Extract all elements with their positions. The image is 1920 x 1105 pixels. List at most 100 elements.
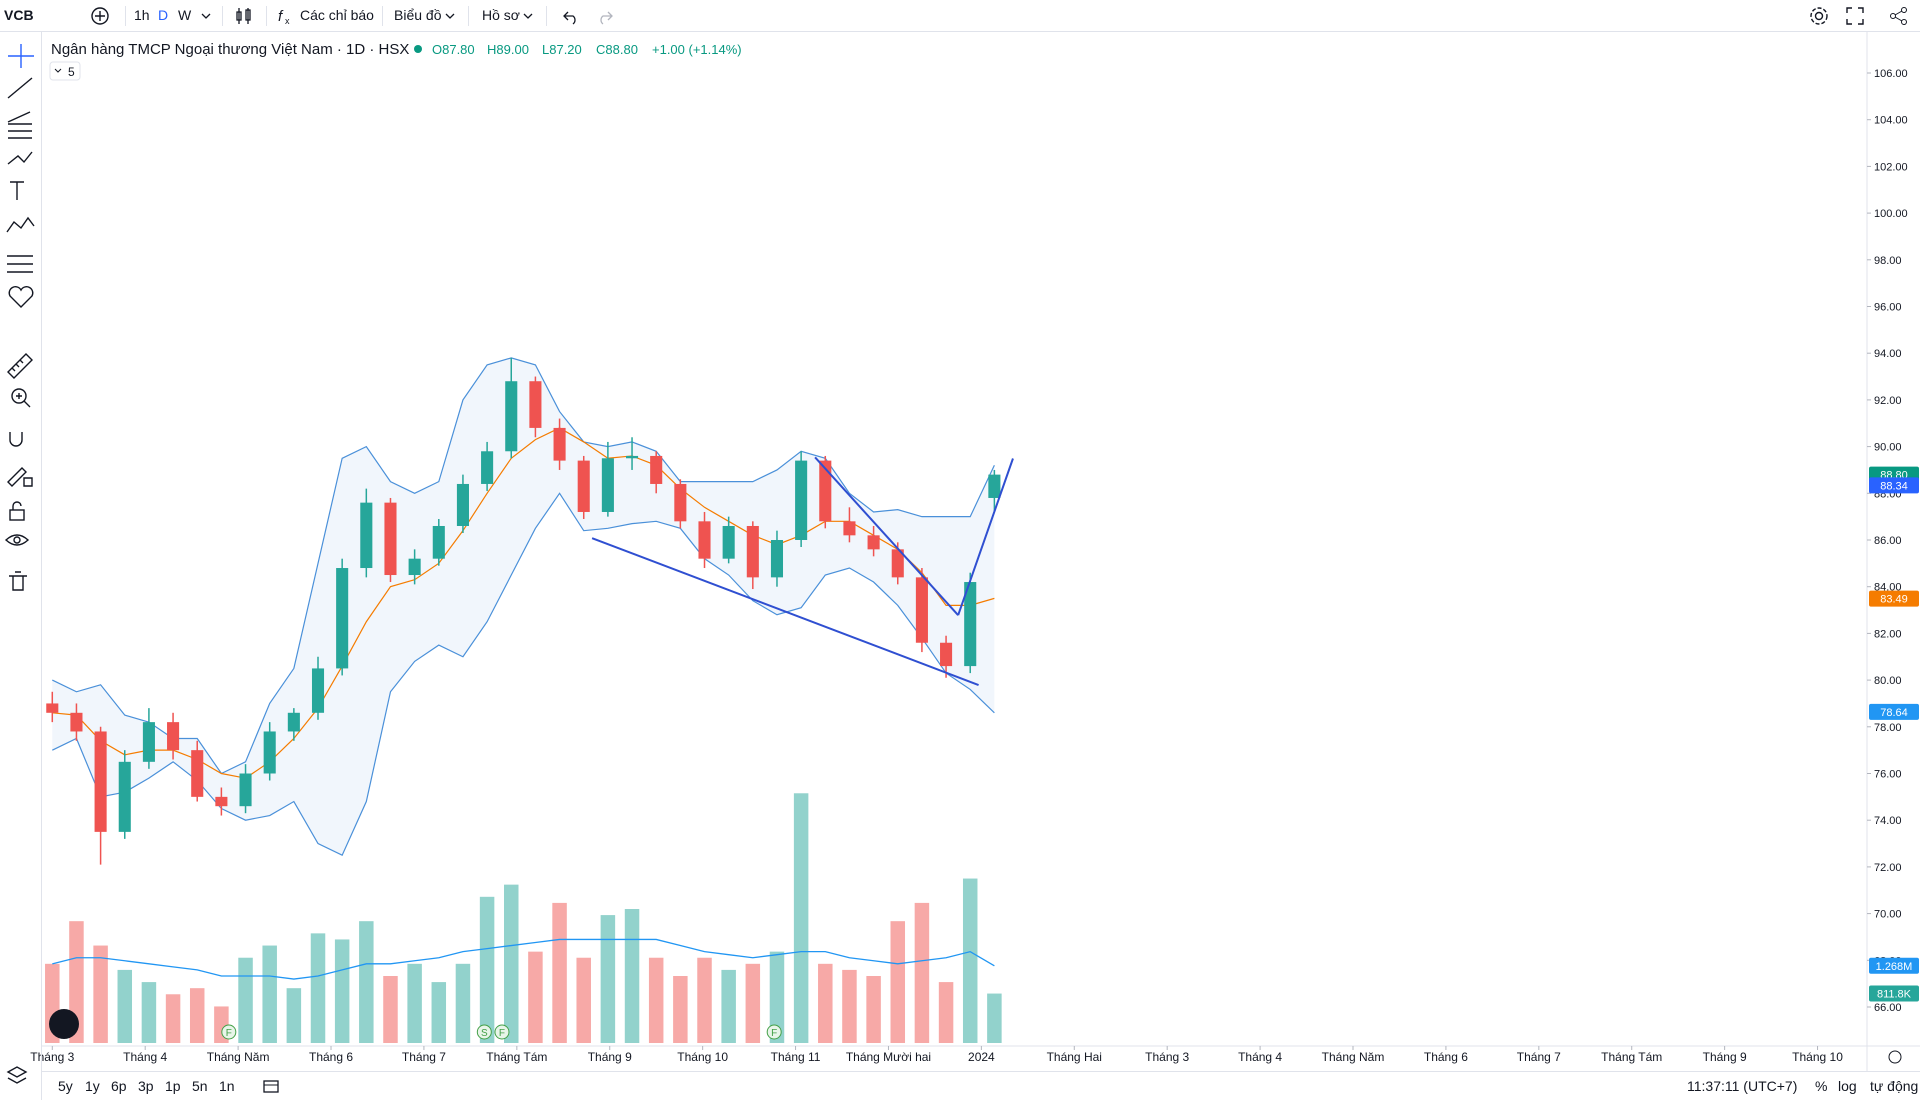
volume-bar [866,976,881,1043]
volume-bar [407,963,422,1043]
bollinger-fill [52,357,995,856]
prediction-tool[interactable] [7,255,33,273]
x-tick-label: Tháng 7 [1517,1050,1561,1064]
candle-body [867,535,880,550]
trendline-tool[interactable] [7,77,33,99]
axis-settings[interactable] [1888,1050,1902,1064]
candle-body [215,796,228,807]
pattern-tool[interactable] [6,216,35,233]
interval[interactable]: 1h [134,7,150,23]
event-label: F [226,1028,232,1039]
chevron[interactable] [200,10,212,22]
crosshair-tool[interactable] [8,44,34,68]
y-tick-label: 90.00 [1874,442,1902,454]
text-tool[interactable] [10,181,24,200]
range-button[interactable]: 1y [85,1078,100,1094]
volume-bar [914,902,930,1043]
y-tick-label: 78.00 [1874,722,1902,734]
undo-icon[interactable] [562,7,580,25]
volume-bar [93,945,108,1043]
favorites-tool[interactable] [8,286,34,308]
chart-menu[interactable]: Biểu đồ [394,7,442,23]
add-symbol-icon[interactable] [90,6,110,26]
percent-toggle[interactable]: % [1815,1078,1828,1094]
lock-tool[interactable] [12,501,22,510]
redo-icon[interactable] [596,7,614,25]
x-tick-label: Tháng 9 [588,1050,632,1064]
interval[interactable]: W [178,7,192,23]
indicators-button[interactable]: Các chỉ báo [300,7,374,23]
volume-bar [455,963,471,1043]
volume-bar [890,921,906,1043]
object-tree[interactable] [6,1066,28,1084]
hide-tool[interactable] [4,534,30,546]
range-button[interactable]: 6p [111,1078,127,1094]
symbol[interactable]: VCB [4,7,34,23]
price-marker-label: 83.49 [1880,594,1908,606]
candle-body [674,483,687,522]
range-button[interactable]: 1n [219,1078,235,1094]
candle-body [529,381,542,428]
candle-body [311,668,325,713]
date-range-icon[interactable] [262,1078,280,1094]
ruler-tool[interactable] [7,353,33,379]
interval[interactable]: D [158,7,169,23]
y-tick-label: 92.00 [1874,395,1902,407]
candle-body [891,549,904,578]
log-toggle[interactable]: log [1838,1078,1857,1094]
candle-body [698,521,711,559]
volume-bar [238,957,253,1043]
volume-bar [552,902,567,1043]
x-tick-label: Tháng 11 [771,1050,821,1064]
volume-bar [359,921,374,1043]
candle-body [577,460,590,512]
x-tick-label: Tháng Hai [1047,1050,1102,1064]
candle-body [819,460,832,522]
delete-tool[interactable] [9,571,27,591]
range-button[interactable]: 5n [192,1078,208,1094]
chart-type-icon[interactable] [234,5,254,27]
brush-tool[interactable] [7,151,33,165]
candle-body [964,582,977,667]
volume-bar [769,951,785,1043]
candle-body [432,525,445,559]
price-marker [1869,985,1919,1002]
drawing-toolbar [0,32,42,1100]
x-tick-label: Tháng Mười hai [846,1050,931,1064]
magnet-tool[interactable] [9,432,23,447]
x-tick-label: Tháng 7 [402,1050,446,1064]
fullscreen-icon[interactable] [1845,6,1865,26]
zoom-tool[interactable] [16,393,31,408]
settings-icon[interactable] [1808,5,1830,27]
chevron[interactable] [444,10,456,22]
legend-ohlc: O87.80 [432,42,475,57]
share-icon[interactable] [1888,5,1910,27]
auto-toggle[interactable]: tự động [1870,1078,1919,1094]
legend-ohlc: C88.80 [596,42,638,57]
price-marker [1869,957,1919,974]
range-button[interactable]: 5y [58,1078,73,1094]
range-button[interactable]: 1p [165,1078,181,1094]
fib-tool[interactable] [7,111,32,139]
price-marker-label: 1.268M [1876,961,1913,973]
volume-bar [721,969,736,1043]
status-dot [414,45,422,53]
event-label: F [771,1028,777,1039]
legend-collapse[interactable] [49,61,81,81]
bollinger-middle [52,427,995,779]
range-button[interactable]: 3p [138,1078,154,1094]
lock-drawings-tool[interactable] [7,467,33,487]
candle-body [94,731,107,832]
clock[interactable]: 11:37:11 (UTC+7) [1687,1078,1798,1094]
chevron[interactable] [522,10,534,22]
volume-bar [334,939,350,1043]
event-marker [766,1024,782,1040]
legend-collapse-chevron [54,68,62,73]
profile-menu[interactable]: Hồ sơ [482,7,520,23]
y-tick-label: 96.00 [1874,302,1902,314]
candle-body [988,474,1001,498]
y-tick-label: 102.00 [1874,161,1908,173]
y-tick-label: 94.00 [1874,348,1902,360]
